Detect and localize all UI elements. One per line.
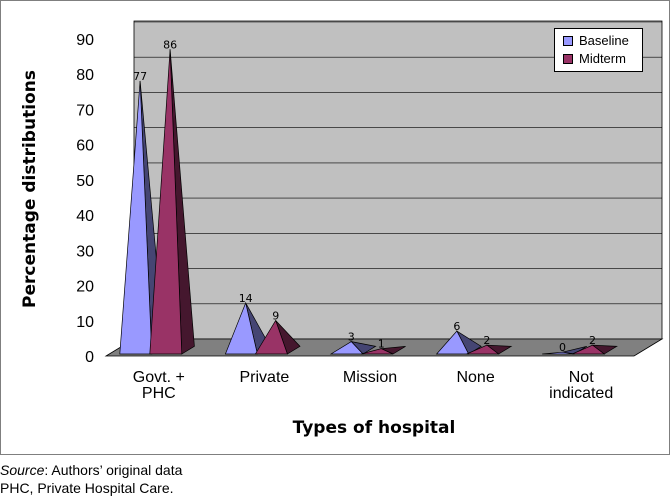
y-tick-label-20: 20 [76,279,94,296]
y-tick-label-60: 60 [76,138,94,155]
legend: Baseline Midterm [554,28,643,72]
bar-midterm-none-front [466,344,500,355]
y-axis-title: Percentage distributions [20,70,40,308]
y-tick-label-0: 0 [85,349,94,366]
caption-source-line: Source: Authors’ original data [0,461,670,479]
bar-midterm-govt-phc-front [149,49,183,355]
data-label-midterm-mission: 1 [378,338,385,351]
bar-baseline-private-front [224,301,258,355]
data-label-baseline-not-indicated: 0 [559,341,566,354]
legend-swatch-baseline [563,35,573,46]
legend-label-midterm: Midterm [579,51,626,66]
data-label-midterm-none: 2 [483,334,490,347]
chart-figure: 0 10 20 30 40 50 60 70 80 90 Govt. + PHC Private Mis… [0,0,670,455]
data-label-baseline-mission: 3 [348,331,355,344]
y-tick-label-90: 90 [76,32,94,49]
bar-baseline-mission-front [329,341,364,355]
bar-baseline-mission [329,341,377,355]
caption-note: PHC, Private Hospital Care. [0,480,174,496]
y-tick-label-50: 50 [76,173,94,190]
legend-label-baseline: Baseline [579,33,629,48]
bar-midterm-not-indicated [572,344,618,355]
legend-item-baseline: Baseline [563,33,629,49]
bar-midterm-private [254,319,301,355]
category-label-govt-phc: Govt. + PHC [133,369,185,402]
caption-source-text: : Authors’ original data [44,462,183,478]
data-label-midterm-not-indicated: 2 [589,334,596,347]
data-label-midterm-private: 9 [272,309,279,322]
bar-baseline-govt-phc-front [119,80,153,355]
legend-item-midterm: Midterm [563,51,626,67]
bar-baseline-none-front [435,330,470,355]
data-label-baseline-none: 6 [453,320,460,333]
figure-caption: Source: Authors’ original data PHC, Priv… [0,461,670,497]
legend-swatch-midterm [563,53,573,64]
caption-source-label: Source [0,462,45,478]
data-label-baseline-private: 14 [239,292,253,305]
bar-baseline-not-indicated-front [542,351,575,355]
category-label-mission: Mission [343,369,397,386]
bar-midterm-not-indicated-front [572,344,606,355]
y-tick-label-10: 10 [76,314,94,331]
bar-midterm-private-front [254,319,288,355]
y-tick-label-70: 70 [76,102,94,119]
y-tick-label-30: 30 [76,243,94,260]
y-tick-label-40: 40 [76,208,94,225]
x-axis-title: Types of hospital [293,418,456,438]
data-label-midterm-govt-phc: 86 [163,38,177,51]
y-tick-label-80: 80 [76,67,94,84]
bar-midterm-govt-phc [149,49,195,355]
data-label-baseline-govt-phc: 77 [133,70,147,83]
category-label-private: Private [240,369,290,386]
category-label-none: None [456,369,494,386]
category-label-not-indicated: Not indicated [549,369,613,402]
bar-midterm-mission-front [360,348,394,355]
bar-midterm-none [466,344,513,355]
bar-midterm-mission [360,346,406,355]
